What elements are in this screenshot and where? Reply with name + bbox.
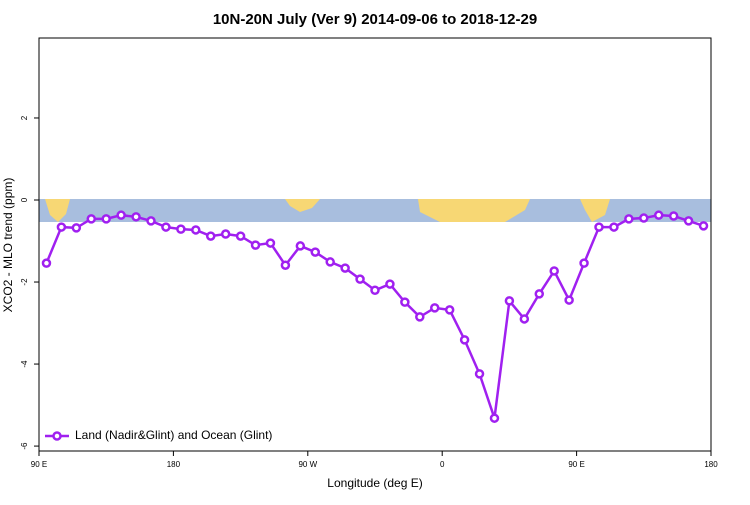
x-tick-label: 90 W [298, 460, 317, 469]
data-point [340, 263, 350, 273]
y-tick-label: -6 [20, 442, 29, 450]
series-line [45, 213, 704, 419]
data-point [220, 229, 231, 239]
data-point [235, 231, 246, 241]
x-axis-label: Longitude (deg E) [327, 476, 422, 490]
data-point [400, 297, 410, 307]
x-tick-label: 180 [704, 460, 718, 469]
y-tick-label: -2 [20, 278, 29, 286]
data-point [370, 285, 380, 295]
map-strip [39, 199, 711, 222]
data-point [444, 305, 455, 315]
data-point [415, 312, 425, 322]
data-point [161, 222, 171, 232]
data-point [639, 213, 649, 223]
data-point [668, 211, 679, 221]
data-point [385, 279, 395, 289]
data-point [56, 222, 67, 232]
x-tick-label: 90 E [31, 460, 47, 469]
data-point [71, 223, 82, 233]
data-point [489, 413, 500, 423]
legend-label: Land (Nadir&Glint) and Ocean (Glint) [75, 428, 272, 442]
data-point [86, 214, 97, 224]
plot-frame [38, 37, 712, 452]
data-point [429, 303, 440, 313]
data-point [653, 210, 664, 220]
x-tick-label: 90 E [568, 460, 584, 469]
data-point [41, 258, 52, 268]
x-tick-label: 180 [167, 460, 181, 469]
data-point [698, 221, 709, 231]
data-point [355, 274, 365, 284]
data-point [325, 257, 335, 267]
data-point [519, 314, 530, 324]
data-point [579, 258, 589, 268]
data-point [295, 241, 306, 251]
data-point [459, 335, 470, 345]
y-tick-label: 2 [20, 115, 29, 120]
data-point [116, 210, 126, 220]
data-point [131, 212, 141, 222]
data-point [176, 224, 186, 234]
data-point [101, 214, 111, 224]
data-point [549, 266, 559, 276]
data-point [146, 216, 156, 226]
data-point [265, 238, 276, 248]
data-point [191, 225, 201, 235]
data-point [564, 295, 574, 305]
data-point [280, 260, 291, 270]
y-tick-label: 0 [20, 197, 29, 202]
data-point [250, 240, 261, 250]
x-tick-label: 0 [440, 460, 445, 469]
data-point [504, 296, 515, 306]
y-tick-label: -4 [20, 360, 29, 368]
data-point [683, 216, 694, 226]
data-point [310, 247, 321, 257]
data-point [205, 231, 216, 241]
data-point [594, 222, 604, 232]
data-point [624, 214, 634, 224]
y-axis-label: XCO2 - MLO trend (ppm) [1, 178, 15, 313]
chart-title: 10N-20N July (Ver 9) 2014-09-06 to 2018-… [213, 11, 537, 28]
data-point [609, 222, 619, 232]
data-point [534, 289, 545, 299]
legend-marker [52, 431, 62, 441]
data-point [474, 369, 485, 379]
